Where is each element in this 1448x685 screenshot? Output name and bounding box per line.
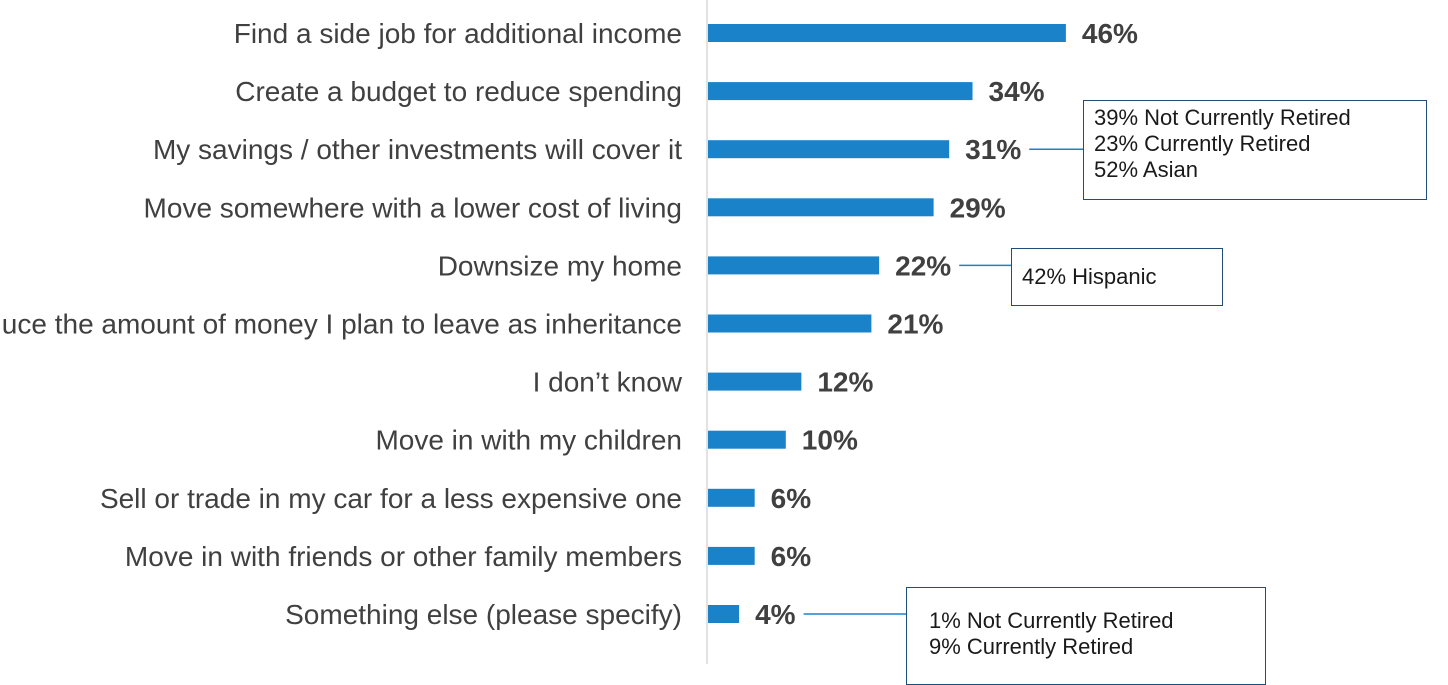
category-label: Move in with my children: [375, 425, 682, 456]
callout-box: 42% Hispanic: [1011, 248, 1223, 306]
value-label: 29%: [950, 192, 1006, 223]
value-label: 12%: [817, 367, 873, 398]
callout-line: 23% Currently Retired: [1094, 131, 1311, 156]
callout-line: 39% Not Currently Retired: [1094, 105, 1351, 130]
value-label: 34%: [989, 76, 1045, 107]
bar: [708, 256, 880, 275]
bar: [708, 605, 740, 623]
bar: [708, 198, 934, 217]
category-label: Reduce the amount of money I plan to lea…: [0, 309, 682, 340]
callout-line: 42% Hispanic: [1022, 264, 1157, 289]
category-label: I don’t know: [533, 367, 683, 398]
value-label: 4%: [755, 599, 796, 630]
value-label: 46%: [1082, 18, 1138, 49]
category-label: Create a budget to reduce spending: [235, 76, 682, 107]
callout-line: 1% Not Currently Retired: [929, 608, 1174, 633]
value-label: 6%: [771, 483, 812, 514]
bar: [708, 372, 802, 391]
category-label: Move in with friends or other family mem…: [125, 541, 682, 572]
value-label: 6%: [771, 541, 812, 572]
callout-connectors: [803, 148, 1083, 615]
bar: [708, 314, 872, 333]
callout-line: 52% Asian: [1094, 157, 1198, 182]
callout-box: 39% Not Currently Retired 23% Currently …: [1083, 100, 1427, 200]
value-label: 22%: [895, 250, 951, 281]
callout-box: 1% Not Currently Retired 9% Currently Re…: [906, 587, 1266, 685]
bars-group: Find a side job for additional income 46%…: [0, 18, 1138, 630]
bar: [708, 82, 973, 101]
bar: [708, 140, 950, 159]
callout-line: 9% Currently Retired: [929, 634, 1134, 659]
category-label: My savings / other investments will cove…: [153, 134, 682, 165]
category-label: Something else (please specify): [285, 599, 682, 630]
bar: [708, 546, 755, 565]
value-label: 10%: [802, 425, 858, 456]
bar: [708, 24, 1066, 42]
category-label: Sell or trade in my car for a less expen…: [100, 483, 682, 514]
category-label: Find a side job for additional income: [234, 18, 682, 49]
value-label: 21%: [887, 309, 943, 340]
bar: [708, 430, 786, 449]
value-label: 31%: [965, 134, 1021, 165]
bar: [708, 488, 755, 507]
category-label: Downsize my home: [438, 250, 682, 281]
category-label: Move somewhere with a lower cost of livi…: [144, 192, 682, 223]
